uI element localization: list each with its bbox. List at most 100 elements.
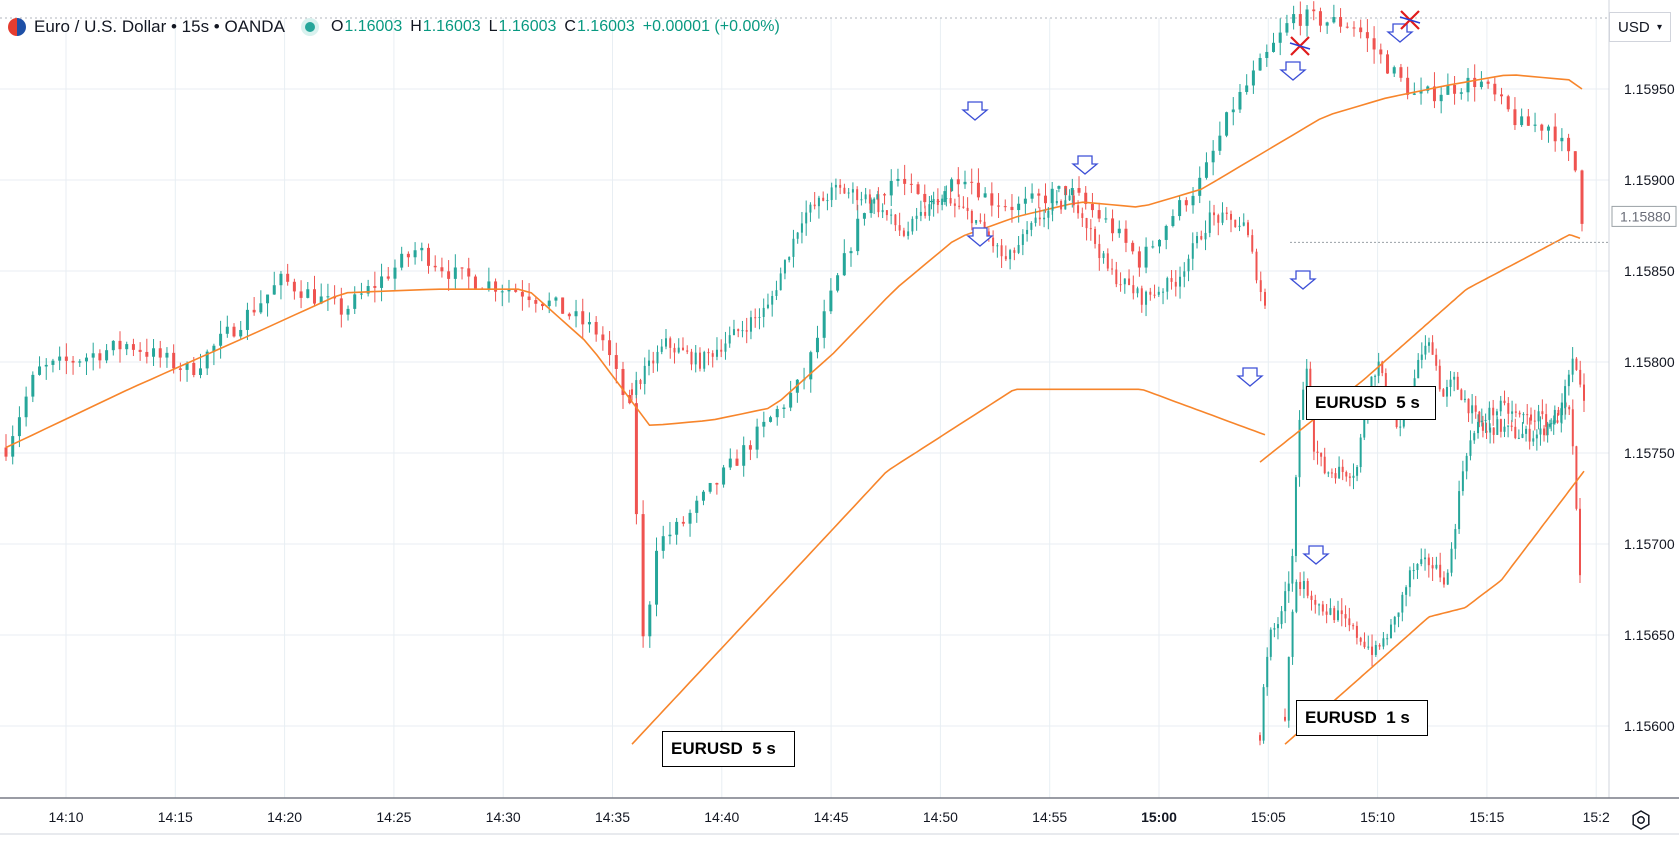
- candle-body: [1318, 604, 1321, 606]
- candle-body: [1492, 407, 1495, 416]
- candle-body: [1567, 374, 1570, 387]
- candle-body: [1399, 426, 1402, 428]
- candle-body: [1171, 216, 1175, 226]
- candle-body: [928, 204, 931, 216]
- candle-body: [1312, 408, 1315, 452]
- candle-body: [400, 253, 404, 268]
- main-moving-average: [5, 74, 1583, 449]
- candle-body: [78, 361, 82, 363]
- candle-body: [822, 311, 826, 338]
- candle-body: [1495, 411, 1498, 416]
- candle-body: [1191, 243, 1194, 259]
- candle-body: [1575, 358, 1578, 370]
- candle-body: [1377, 361, 1380, 376]
- candle-body: [1412, 570, 1415, 572]
- gear-icon[interactable]: [1630, 809, 1652, 831]
- candle-body: [979, 220, 982, 222]
- candle-body: [1532, 438, 1535, 442]
- low-value: 1.16003: [498, 18, 557, 35]
- candle-body: [762, 307, 765, 317]
- candle-body: [1251, 235, 1254, 252]
- candle-body: [1183, 271, 1186, 277]
- candle-body: [758, 316, 761, 318]
- chevron-down-icon: ▾: [1656, 21, 1662, 33]
- candle-body: [1378, 645, 1381, 647]
- candle-body: [1280, 611, 1283, 625]
- y-tick-label: 1.15750: [1624, 445, 1675, 461]
- candle-body: [1511, 411, 1514, 414]
- candle-body: [1187, 258, 1190, 272]
- candle-body: [1132, 285, 1135, 294]
- candle-body: [1225, 112, 1229, 136]
- candle-body: [1060, 201, 1063, 210]
- candle-body: [1412, 93, 1416, 95]
- candle-body: [1009, 250, 1012, 260]
- candle-body: [1111, 218, 1115, 234]
- candle-body: [1306, 581, 1309, 596]
- candle-body: [1546, 423, 1549, 436]
- candle-body: [1084, 192, 1088, 204]
- candle-body: [1247, 222, 1250, 236]
- candle-body: [890, 214, 893, 216]
- overlay-label-eurusd-5s-lower: EURUSD 5 s: [662, 731, 795, 767]
- candle-body: [111, 340, 115, 351]
- candle-body: [1431, 565, 1434, 569]
- candle-body: [1077, 188, 1081, 193]
- candle-body: [1259, 280, 1262, 293]
- overlay-moving-average-2: [631, 388, 1266, 745]
- candle-body: [1363, 641, 1366, 648]
- candle-body: [664, 338, 667, 347]
- eur-usd-flag-icon: [8, 18, 26, 36]
- candle-body: [1037, 193, 1041, 196]
- candle-body: [1234, 219, 1237, 228]
- overlay-candles-2: [631, 178, 1266, 401]
- candle-body: [775, 290, 778, 296]
- candle-body: [1144, 246, 1148, 268]
- candle-body: [1128, 278, 1131, 286]
- candle-body: [916, 184, 920, 194]
- symbol-title[interactable]: Euro / U.S. Dollar • 15s • OANDA: [34, 17, 285, 36]
- candle-body: [1115, 269, 1118, 285]
- candle-body: [1488, 407, 1491, 420]
- candle-body: [970, 211, 973, 224]
- candle-body: [943, 191, 947, 202]
- candle-body: [660, 346, 663, 352]
- candle-body: [1318, 11, 1322, 26]
- candle-body: [1345, 472, 1348, 477]
- candle-body: [232, 326, 236, 337]
- candle-body: [1528, 428, 1531, 442]
- candle-body: [1321, 604, 1324, 612]
- candle-body: [1102, 253, 1105, 259]
- candle-body: [1406, 77, 1410, 95]
- candle-body: [1276, 624, 1279, 629]
- candle-body: [1399, 67, 1403, 78]
- candle-body: [1492, 427, 1495, 435]
- candle-body: [1438, 365, 1441, 390]
- candle-body: [1459, 92, 1463, 94]
- candle-body: [158, 348, 162, 358]
- candle-body: [1507, 425, 1510, 427]
- candle-body: [1540, 124, 1544, 131]
- candle-body: [1533, 420, 1536, 422]
- x-tick-label: 14:30: [486, 809, 521, 825]
- candle-body: [1564, 386, 1567, 409]
- candle-body: [91, 353, 95, 358]
- candle-body: [51, 360, 55, 365]
- y-tick-label: 1.15800: [1624, 354, 1675, 370]
- currency-select[interactable]: USD ▾: [1609, 12, 1671, 42]
- candle-body: [359, 293, 363, 295]
- candle-body: [983, 193, 987, 198]
- candle-body: [1467, 398, 1470, 414]
- cross-marker-icon: [1289, 36, 1311, 56]
- candle-body: [225, 326, 229, 334]
- candle-body: [1312, 9, 1316, 12]
- candle-body: [1367, 646, 1370, 648]
- candle-body: [909, 183, 913, 185]
- candle-body: [460, 267, 464, 269]
- candle-body: [929, 200, 933, 203]
- candle-body: [1477, 421, 1480, 434]
- candle-body: [1386, 638, 1389, 640]
- candle-body: [1473, 77, 1477, 88]
- candle-body: [1017, 244, 1020, 253]
- candle-body: [24, 396, 28, 418]
